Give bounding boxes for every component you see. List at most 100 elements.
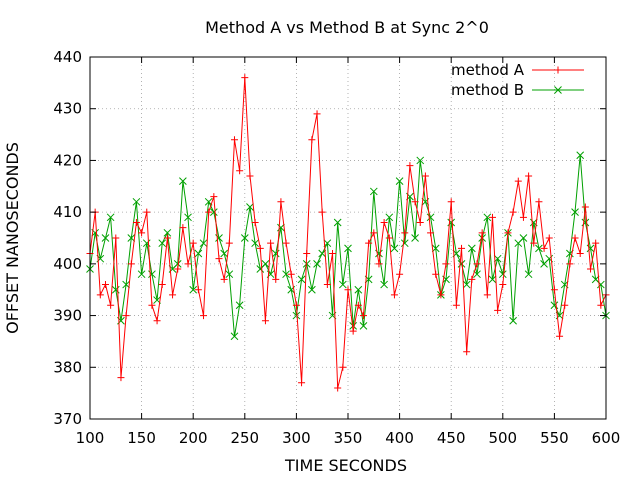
method-a-point [101,281,109,289]
method-a-point [225,239,233,247]
method-b-point [359,322,368,330]
method-a-point [230,136,238,144]
method-b-point [132,197,141,206]
method-b-point [235,301,244,310]
method-b-point [426,213,435,222]
method-a-point [334,384,342,392]
method-a-point [592,239,600,247]
method-a-point [556,332,564,340]
method-a-point [576,250,584,258]
method-a-point [107,301,115,309]
method-b-point [189,285,198,294]
method-a-point [354,301,362,309]
method-a-point [452,301,460,309]
method-b-point [457,260,466,268]
method-b-point [571,208,579,216]
method-a-point [261,317,269,325]
method-a-point [561,301,569,309]
method-a-point [545,234,553,242]
method-b-point [225,270,234,279]
method-a-point [421,172,429,180]
x-tick-label: 500 [488,429,517,447]
method-a-point [365,239,373,247]
y-tick-label: 380 [53,358,82,376]
method-b-point [137,270,146,279]
method-a-point [437,291,445,299]
method-a-point [267,239,275,247]
y-tick-label: 420 [53,151,82,169]
x-tick-label: 250 [230,429,259,447]
method-a-point [246,172,254,180]
method-a-point [525,172,533,180]
method-b-point [101,234,110,242]
chart-title: Method A vs Method B at Sync 2^0 [205,18,489,37]
method-b-point [488,275,497,284]
method-b-point [535,244,543,253]
method-a-point [473,260,481,268]
y-tick-label: 400 [53,255,82,273]
method-b-point [390,244,399,253]
method-b-point [524,270,533,279]
method-b-point [184,213,192,222]
method-a-point [370,229,378,237]
method-b-point [380,280,388,289]
method-a-point [447,198,455,206]
method-a-point [587,265,595,273]
y-tick-label: 430 [53,100,82,118]
method-a-point [349,327,357,335]
method-b-point [416,156,425,165]
method-b-point [483,213,492,222]
y-axis-label: OFFSET NANOSECONDS [3,142,22,334]
method-a-point [432,270,440,278]
method-b-point [313,260,321,268]
method-a-point [359,312,367,320]
method-a-point [519,213,527,221]
method-a-point [96,291,104,299]
method-a-point [210,193,218,201]
method-a-point [530,239,538,247]
method-b-point [194,249,203,258]
method-b-point [179,177,187,185]
method-a-point [184,260,192,268]
method-a-point [256,244,264,252]
method-a-point [427,229,435,237]
method-b-point [251,239,259,248]
method-b-point [308,285,316,294]
method-b-point [344,244,352,253]
method-a-point [189,239,197,247]
method-a-point [550,286,558,294]
method-b-point [411,234,419,242]
method-b-point [246,203,254,211]
method-a-point [132,218,140,226]
method-a-point [463,348,471,356]
method-b-point [467,244,476,253]
method-b-point [163,228,172,237]
method-a-point [385,234,393,242]
method-b-point [333,218,342,227]
method-b-point [369,187,378,196]
method-a-point [344,286,352,294]
y-tick-label: 440 [53,48,82,66]
method-a-point [504,229,512,237]
method-a-point [122,312,130,320]
method-a-point [401,229,409,237]
method-a-point [163,234,171,242]
legend-marker-method-a [554,66,562,74]
method-b-point [400,239,409,248]
axis-ticks: 100 150 200 250 300 350 400 450 500 550 600 370 380 3… [53,48,620,447]
method-b-point [349,322,358,330]
method-a-point [458,244,466,252]
method-a-point [277,198,285,206]
method-a-point [514,177,522,185]
method-a-point [581,203,589,211]
method-b-point [354,285,363,294]
method-a-point [494,306,502,314]
method-a-point [158,281,166,289]
legend-label-method-a: method A [451,61,525,79]
method-a-point [241,74,249,82]
x-tick-label: 550 [540,429,569,447]
method-a-point [220,275,228,283]
method-b-point [338,280,347,289]
x-tick-label: 200 [179,429,208,447]
y-tick-label: 370 [53,410,82,428]
